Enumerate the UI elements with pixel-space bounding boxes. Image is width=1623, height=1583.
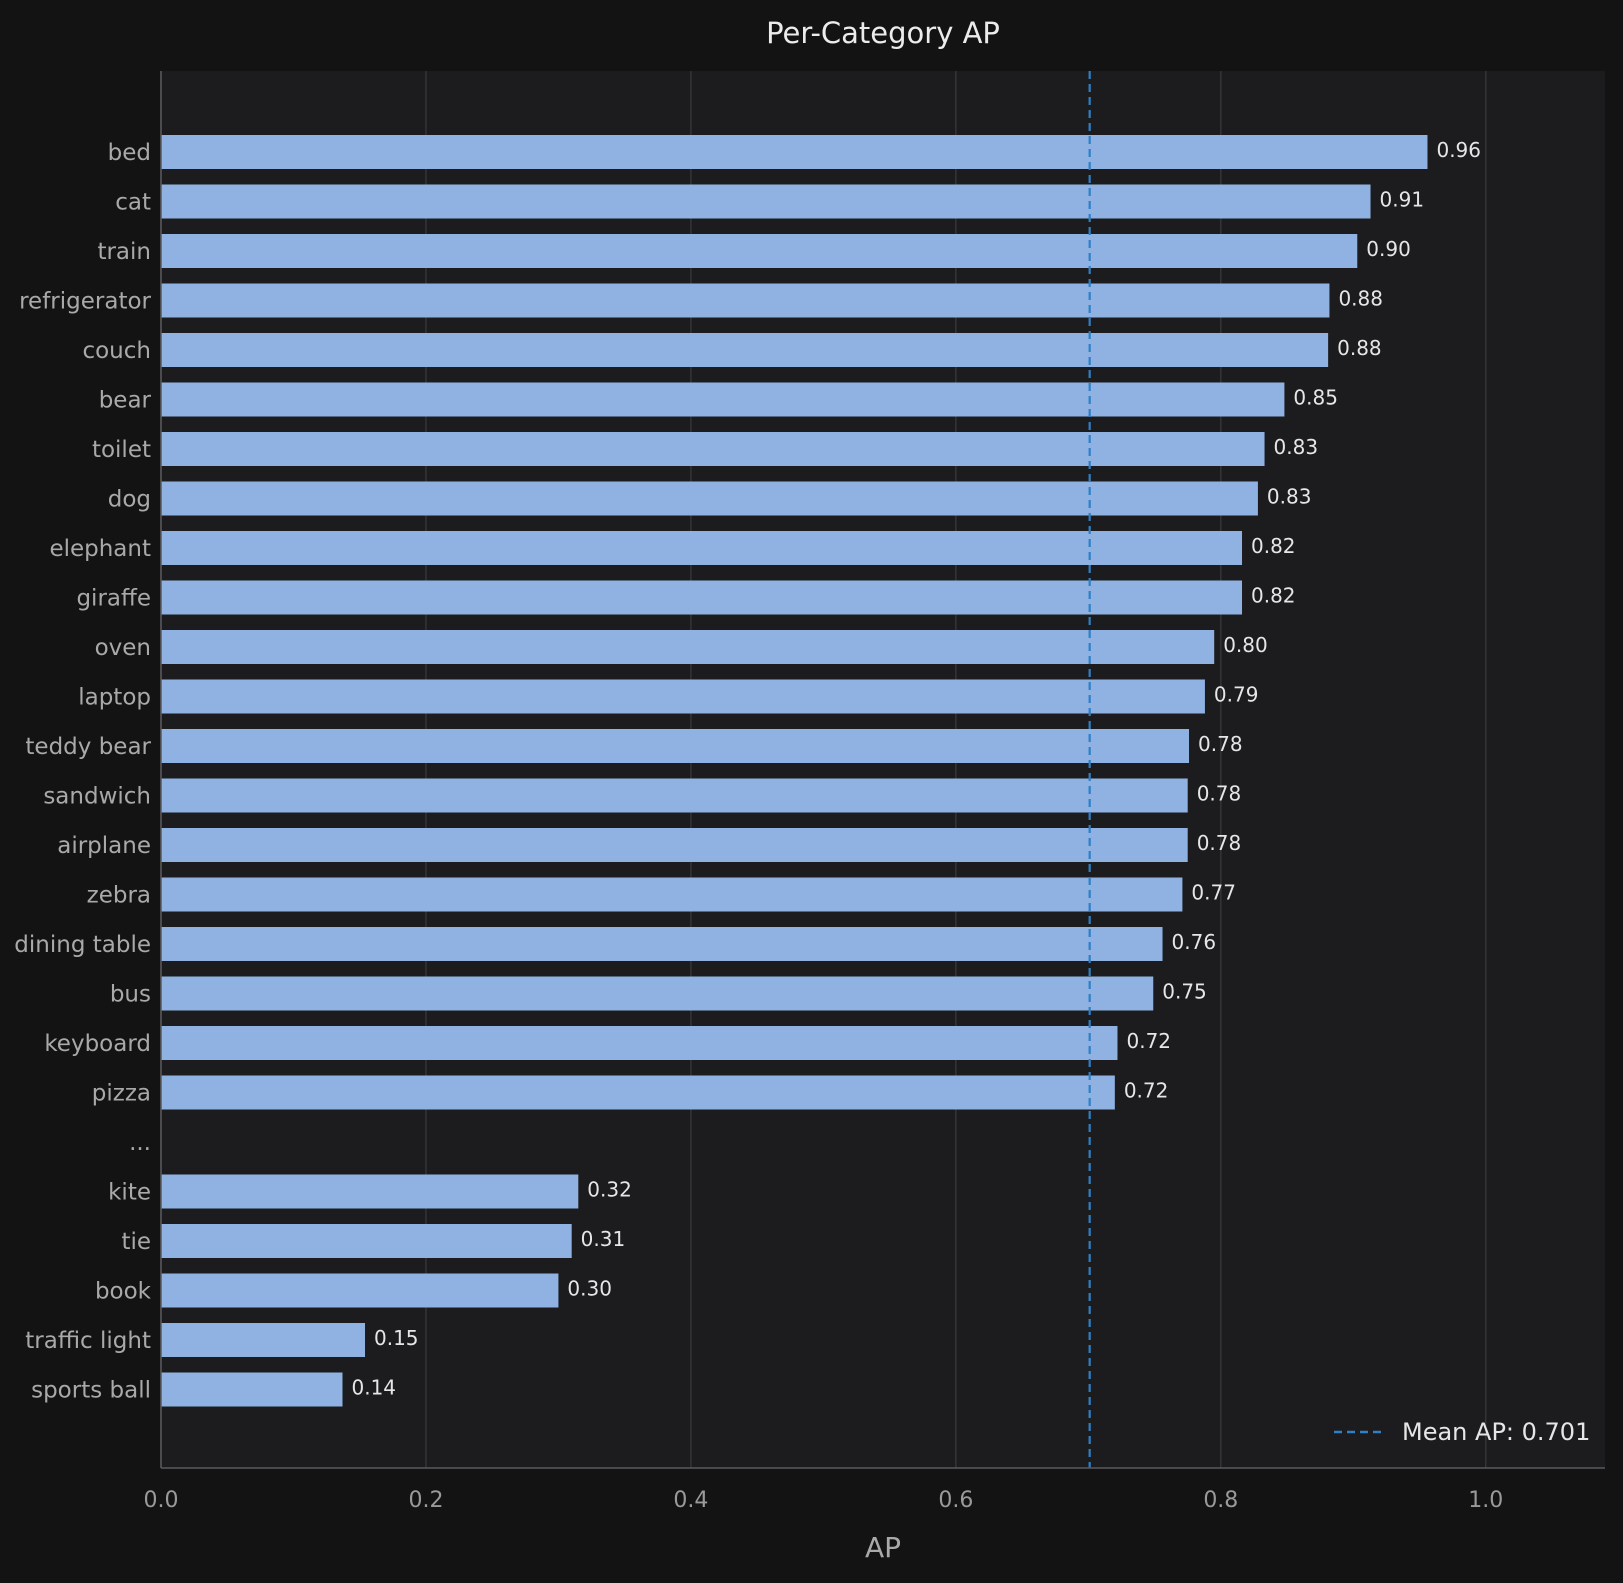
- bar: [161, 333, 1329, 367]
- category-label: pizza: [92, 1081, 151, 1107]
- x-tick-label: 0.6: [938, 1488, 973, 1513]
- x-tick-label: 0.4: [673, 1488, 708, 1513]
- category-label: cat: [115, 190, 151, 216]
- bar: [161, 580, 1243, 615]
- bar: [161, 630, 1215, 664]
- x-axis-title: AP: [865, 1531, 901, 1564]
- value-label: 0.90: [1366, 237, 1411, 261]
- value-label: 0.78: [1198, 732, 1243, 756]
- value-label: 0.88: [1338, 287, 1383, 311]
- value-label: 0.83: [1274, 435, 1319, 459]
- x-tick-label: 0.2: [408, 1488, 443, 1513]
- bar: [161, 828, 1188, 862]
- bar: [161, 877, 1183, 912]
- legend: Mean AP: 0.701: [1334, 1418, 1590, 1446]
- bar: [161, 679, 1205, 714]
- bar: [161, 778, 1188, 813]
- plot-area: [161, 71, 1605, 1468]
- bar: [161, 976, 1154, 1011]
- category-label: couch: [82, 338, 151, 364]
- value-label: 0.72: [1126, 1029, 1171, 1053]
- category-label: zebra: [87, 883, 151, 909]
- value-label: 0.82: [1251, 584, 1296, 608]
- category-label: sandwich: [43, 784, 151, 810]
- category-label: elephant: [49, 536, 151, 562]
- value-label: 0.14: [351, 1376, 396, 1400]
- value-label: 0.75: [1162, 980, 1207, 1004]
- category-label: bear: [99, 388, 152, 414]
- x-tick-label: 1.0: [1468, 1488, 1503, 1513]
- value-label: 0.32: [587, 1178, 632, 1202]
- category-label: giraffe: [76, 586, 151, 612]
- value-label: 0.91: [1380, 188, 1425, 212]
- bar: [161, 729, 1190, 763]
- category-label: traffic light: [25, 1328, 151, 1354]
- category-label: train: [97, 239, 151, 265]
- category-label: keyboard: [44, 1031, 151, 1057]
- category-labels: bed cat train refrigerator couch bear toilet do…: [14, 140, 151, 1404]
- value-label: 0.96: [1436, 138, 1481, 162]
- category-label: bus: [110, 982, 151, 1008]
- chart-title: Per-Category AP: [766, 16, 1000, 50]
- value-label: 0.78: [1197, 831, 1242, 855]
- bar: [161, 1323, 366, 1357]
- category-label: ...: [129, 1130, 151, 1156]
- value-label: 0.77: [1191, 881, 1236, 905]
- x-tick-label: 0.8: [1203, 1488, 1238, 1513]
- bar: [161, 184, 1371, 219]
- bar: [161, 1273, 559, 1308]
- bar: [161, 927, 1163, 961]
- value-label: 0.78: [1197, 782, 1242, 806]
- category-label: teddy bear: [25, 734, 151, 760]
- value-label: 0.83: [1267, 485, 1312, 509]
- category-label: sports ball: [31, 1378, 151, 1404]
- category-label: dining table: [14, 932, 151, 958]
- category-label: dog: [108, 487, 151, 513]
- value-label: 0.82: [1251, 534, 1296, 558]
- bar: [161, 531, 1243, 565]
- value-label: 0.79: [1214, 683, 1259, 707]
- value-label: 0.80: [1223, 633, 1268, 657]
- bar: [161, 382, 1285, 417]
- category-label: bed: [108, 140, 151, 166]
- bar: [161, 1224, 572, 1258]
- category-label: airplane: [57, 833, 151, 859]
- value-label: 0.31: [581, 1227, 626, 1251]
- bar: [161, 283, 1330, 318]
- value-label: 0.88: [1337, 336, 1382, 360]
- bar: [161, 1372, 343, 1407]
- bar: [161, 135, 1428, 169]
- x-tick-label: 0.0: [144, 1488, 179, 1513]
- value-label: 0.72: [1124, 1079, 1169, 1103]
- category-label: refrigerator: [19, 289, 151, 315]
- category-label: laptop: [78, 685, 151, 711]
- bar: [161, 234, 1358, 268]
- bar: [161, 1026, 1118, 1060]
- bar: [161, 432, 1265, 466]
- x-tick-labels: 0.0 0.2 0.4 0.6 0.8 1.0: [144, 1488, 1504, 1513]
- bar: [161, 1174, 579, 1209]
- category-label: book: [95, 1279, 152, 1305]
- bars: [161, 135, 1428, 1407]
- value-label: 0.15: [374, 1326, 419, 1350]
- category-label: toilet: [92, 437, 151, 463]
- category-label: kite: [108, 1180, 151, 1206]
- legend-mean-ap-label: Mean AP: 0.701: [1402, 1418, 1590, 1446]
- value-label: 0.76: [1172, 930, 1217, 954]
- bar: [161, 481, 1258, 516]
- category-label: tie: [121, 1229, 151, 1255]
- value-label: 0.30: [567, 1277, 612, 1301]
- value-labels: 0.96 0.91 0.90 0.88 0.88 0.85 0.83 0.83 0.82 0.82…: [351, 138, 1481, 1400]
- bar: [161, 1075, 1115, 1110]
- value-label: 0.85: [1293, 386, 1338, 410]
- category-label: oven: [95, 635, 151, 661]
